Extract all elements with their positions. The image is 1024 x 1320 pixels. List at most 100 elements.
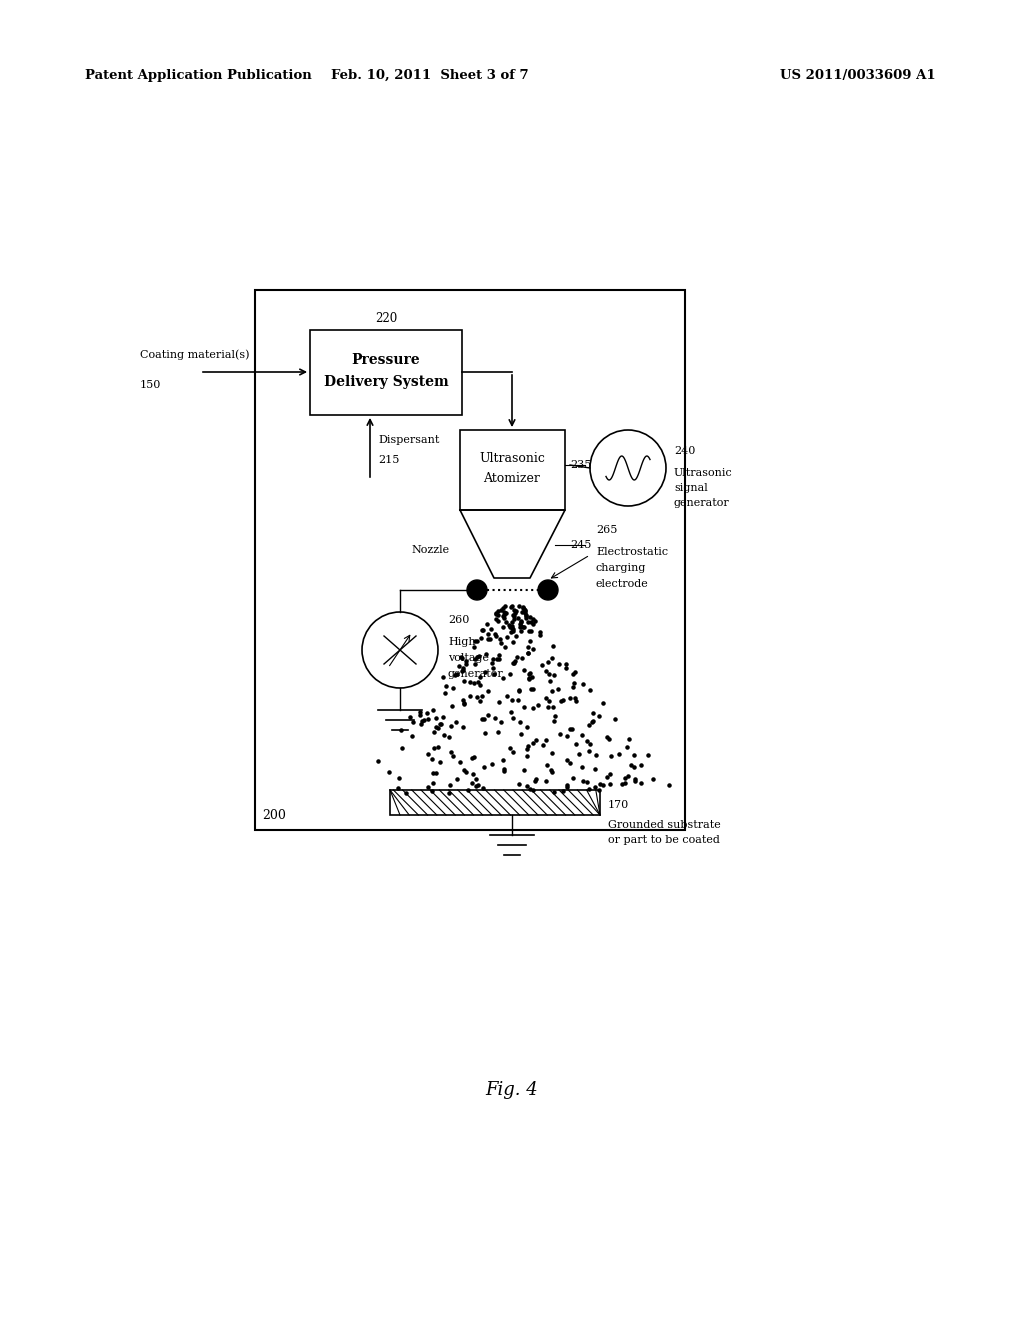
Point bbox=[585, 702, 601, 723]
Point bbox=[520, 668, 537, 689]
Point bbox=[521, 664, 538, 685]
Text: Nozzle: Nozzle bbox=[412, 545, 450, 554]
Point bbox=[660, 775, 677, 796]
Point bbox=[430, 737, 446, 758]
Point bbox=[546, 711, 562, 733]
Point bbox=[558, 725, 574, 746]
Point bbox=[516, 616, 532, 638]
Point bbox=[546, 664, 562, 685]
Text: signal: signal bbox=[674, 483, 708, 492]
Point bbox=[496, 605, 512, 626]
Point bbox=[599, 726, 615, 747]
Point bbox=[497, 603, 513, 624]
Point bbox=[493, 599, 509, 620]
Circle shape bbox=[467, 579, 487, 601]
Point bbox=[469, 631, 485, 652]
Point bbox=[465, 636, 481, 657]
Point bbox=[521, 663, 538, 684]
Point bbox=[547, 706, 563, 727]
Point bbox=[582, 680, 598, 701]
Point bbox=[527, 768, 544, 789]
Point bbox=[462, 685, 478, 706]
Point bbox=[513, 602, 529, 623]
Point bbox=[500, 685, 516, 706]
Point bbox=[512, 616, 528, 638]
Point bbox=[498, 603, 514, 624]
Point bbox=[475, 777, 492, 799]
Point bbox=[504, 616, 520, 638]
Point bbox=[519, 738, 536, 759]
Point bbox=[587, 777, 603, 799]
Point bbox=[518, 605, 535, 626]
Point bbox=[594, 692, 610, 713]
Text: generator: generator bbox=[674, 498, 730, 508]
Point bbox=[613, 774, 630, 795]
Point bbox=[599, 767, 615, 788]
Point bbox=[558, 748, 574, 770]
Point bbox=[523, 611, 540, 632]
Point bbox=[477, 644, 494, 665]
Point bbox=[489, 648, 506, 669]
Point bbox=[611, 743, 628, 764]
Point bbox=[607, 709, 624, 730]
Point bbox=[515, 697, 531, 718]
Point bbox=[515, 616, 531, 638]
Point bbox=[620, 766, 636, 787]
Point bbox=[504, 595, 520, 616]
Point bbox=[506, 652, 522, 673]
Text: 235: 235 bbox=[570, 459, 592, 470]
Point bbox=[519, 636, 536, 657]
Point bbox=[464, 772, 480, 793]
Point bbox=[520, 643, 537, 664]
Point bbox=[480, 623, 497, 644]
Text: US 2011/0033609 A1: US 2011/0033609 A1 bbox=[780, 69, 936, 82]
Point bbox=[442, 715, 459, 737]
Point bbox=[570, 743, 587, 764]
Point bbox=[552, 723, 568, 744]
Point bbox=[524, 614, 541, 635]
Point bbox=[616, 772, 633, 793]
Point bbox=[538, 660, 554, 681]
Point bbox=[432, 751, 449, 772]
Point bbox=[505, 708, 521, 729]
Point bbox=[432, 714, 449, 735]
Point bbox=[633, 772, 649, 793]
Point bbox=[456, 671, 472, 692]
Point bbox=[617, 767, 634, 788]
Bar bbox=[310, 330, 462, 414]
Point bbox=[531, 624, 548, 645]
Point bbox=[487, 626, 504, 647]
Point bbox=[557, 653, 573, 675]
Text: Fig. 4: Fig. 4 bbox=[485, 1081, 539, 1100]
Point bbox=[524, 779, 541, 800]
Point bbox=[512, 614, 528, 635]
Point bbox=[526, 610, 543, 631]
Point bbox=[534, 655, 550, 676]
Point bbox=[541, 652, 557, 673]
Point bbox=[601, 763, 617, 784]
Text: Atomizer: Atomizer bbox=[483, 471, 541, 484]
Text: 260: 260 bbox=[449, 615, 469, 624]
Point bbox=[452, 752, 468, 774]
Point bbox=[515, 659, 531, 680]
Point bbox=[465, 764, 481, 785]
Point bbox=[535, 734, 551, 755]
Point bbox=[420, 776, 436, 797]
Point bbox=[506, 605, 522, 626]
Point bbox=[469, 775, 485, 796]
Point bbox=[543, 759, 559, 780]
Point bbox=[545, 696, 561, 717]
Point bbox=[425, 721, 441, 742]
Point bbox=[579, 730, 595, 751]
Point bbox=[442, 775, 459, 796]
Point bbox=[510, 689, 526, 710]
Circle shape bbox=[362, 612, 438, 688]
Point bbox=[505, 631, 521, 652]
Point bbox=[502, 616, 518, 638]
Point bbox=[412, 701, 428, 722]
Point bbox=[492, 628, 508, 649]
Point bbox=[595, 775, 611, 796]
Point bbox=[511, 680, 527, 701]
Text: High: High bbox=[449, 638, 475, 647]
Point bbox=[435, 667, 452, 688]
